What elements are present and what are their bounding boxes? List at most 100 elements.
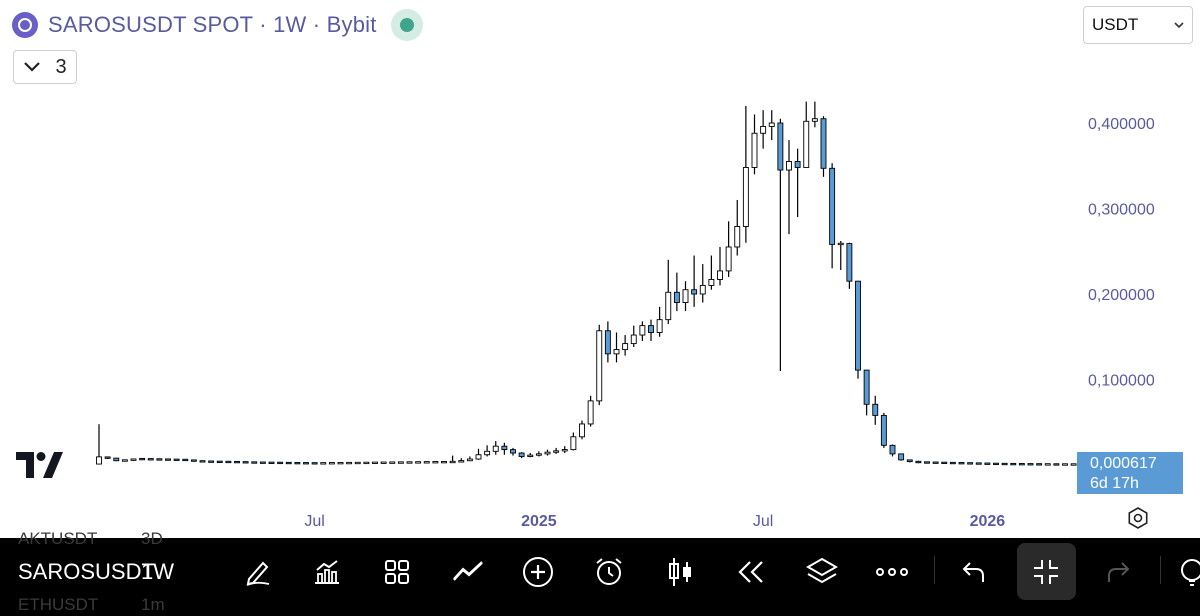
candle[interactable]: [182, 458, 189, 462]
candle[interactable]: [561, 446, 568, 454]
candle[interactable]: [820, 116, 827, 177]
candle[interactable]: [880, 412, 887, 448]
candle[interactable]: [415, 461, 422, 464]
candle[interactable]: [579, 420, 585, 440]
toolbar-interval[interactable]: 1W: [141, 559, 174, 584]
candle[interactable]: [622, 335, 629, 356]
candle[interactable]: [1070, 463, 1077, 466]
candle[interactable]: [535, 451, 542, 457]
chart-types-icon[interactable]: [304, 552, 348, 592]
pen-icon[interactable]: [236, 552, 280, 592]
candle[interactable]: [613, 332, 620, 363]
trend-lines-icon[interactable]: [446, 552, 490, 592]
candle[interactable]: [656, 306, 663, 337]
more-icon[interactable]: [870, 552, 914, 592]
candle[interactable]: [492, 441, 499, 455]
candle[interactable]: [587, 395, 594, 427]
candle[interactable]: [328, 462, 335, 465]
candle[interactable]: [786, 140, 792, 235]
candle[interactable]: [458, 458, 465, 463]
candle[interactable]: [734, 199, 741, 256]
market-open-status-icon[interactable]: [390, 9, 423, 41]
candle[interactable]: [225, 460, 232, 464]
candle[interactable]: [234, 460, 240, 464]
candle[interactable]: [630, 325, 637, 348]
candle[interactable]: [147, 458, 154, 461]
candle[interactable]: [872, 395, 879, 425]
candle[interactable]: [1036, 463, 1043, 466]
candle[interactable]: [139, 457, 146, 461]
candle[interactable]: [475, 448, 482, 460]
candle[interactable]: [1053, 463, 1060, 466]
candle[interactable]: [777, 118, 784, 371]
candle[interactable]: [294, 462, 301, 465]
candle[interactable]: [717, 246, 723, 286]
candle[interactable]: [889, 444, 896, 457]
candle[interactable]: [768, 110, 775, 141]
candle[interactable]: [354, 461, 361, 465]
candle[interactable]: [648, 319, 654, 342]
candle[interactable]: [259, 461, 266, 464]
candle[interactable]: [984, 462, 991, 465]
toolbar-symbol[interactable]: SAROSUSDT: [18, 559, 155, 584]
candle[interactable]: [190, 459, 197, 462]
candle[interactable]: [941, 461, 948, 465]
candle[interactable]: [1001, 462, 1008, 466]
candle[interactable]: [699, 264, 706, 303]
candle[interactable]: [811, 101, 818, 128]
grid-icon[interactable]: [375, 552, 419, 592]
candle[interactable]: [303, 462, 309, 465]
candle[interactable]: [725, 221, 732, 277]
candle[interactable]: [208, 460, 215, 463]
chart-settings-icon[interactable]: [1126, 506, 1150, 530]
candle[interactable]: [932, 461, 939, 464]
candle[interactable]: [423, 461, 430, 464]
candle[interactable]: [173, 458, 180, 461]
candle[interactable]: [924, 461, 930, 464]
candle[interactable]: [156, 458, 163, 461]
candle[interactable]: [604, 321, 611, 363]
replay-icon[interactable]: [729, 552, 773, 592]
candle[interactable]: [311, 462, 318, 465]
indicator-icon[interactable]: [1172, 552, 1200, 592]
candle[interactable]: [510, 447, 516, 456]
currency-select[interactable]: USDT: [1083, 6, 1193, 44]
candle[interactable]: [501, 442, 508, 455]
candle[interactable]: [96, 424, 102, 465]
candle[interactable]: [268, 461, 275, 464]
candle[interactable]: [1027, 463, 1034, 466]
collapse-indicators-button[interactable]: 3: [13, 50, 77, 84]
candle[interactable]: [1062, 463, 1068, 466]
candle[interactable]: [406, 461, 413, 464]
candle[interactable]: [906, 459, 913, 463]
candlestick-icon[interactable]: [659, 552, 703, 592]
add-icon[interactable]: [516, 552, 560, 592]
undo-icon[interactable]: [952, 552, 996, 592]
candlestick-chart[interactable]: 0,400000 0,300000 0,200000 0,100000 Jul 2025…: [0, 0, 1200, 538]
candle[interactable]: [1010, 462, 1017, 466]
candle[interactable]: [993, 462, 999, 466]
candle[interactable]: [803, 101, 810, 168]
layers-icon[interactable]: [800, 552, 844, 592]
candle[interactable]: [527, 453, 534, 458]
candle[interactable]: [441, 460, 447, 464]
candle[interactable]: [199, 460, 206, 463]
candle[interactable]: [544, 449, 551, 456]
candle[interactable]: [121, 459, 128, 462]
candle[interactable]: [216, 460, 223, 463]
candle[interactable]: [975, 462, 982, 465]
candle[interactable]: [570, 432, 577, 451]
candle[interactable]: [397, 461, 404, 464]
candle[interactable]: [337, 462, 344, 465]
candle[interactable]: [829, 163, 836, 269]
candle[interactable]: [553, 447, 560, 454]
candle[interactable]: [285, 461, 292, 465]
candle[interactable]: [682, 281, 689, 312]
candle[interactable]: [751, 114, 758, 175]
candle[interactable]: [1044, 463, 1051, 466]
candle[interactable]: [855, 280, 861, 379]
candle[interactable]: [363, 461, 370, 465]
exit-fullscreen-icon[interactable]: [1024, 552, 1068, 592]
candle[interactable]: [518, 452, 525, 459]
candle[interactable]: [846, 242, 853, 289]
